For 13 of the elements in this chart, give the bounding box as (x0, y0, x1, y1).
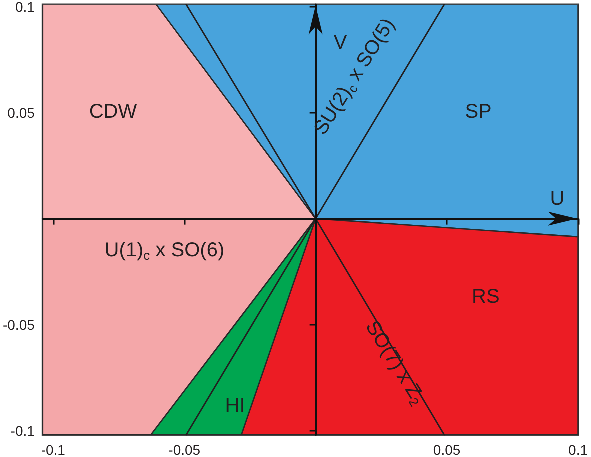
y-tick-label: -0.05 (2, 316, 36, 333)
annotation: HI (225, 394, 246, 417)
x-tick-label: 0.1 (568, 442, 588, 457)
x-tick-label: -0.05 (168, 442, 201, 457)
annotation: SP (465, 100, 492, 123)
x-axis-title: U (550, 188, 565, 210)
x-tick-label: -0.1 (41, 442, 66, 457)
annotation: CDW (89, 100, 138, 123)
y-tick-label: 0.1 (15, 0, 36, 15)
y-axis-title: V (334, 32, 348, 54)
y-tick-label: 0.05 (8, 104, 36, 121)
x-tick-label: 0.05 (433, 442, 461, 457)
y-tick-label: -0.1 (10, 422, 36, 439)
